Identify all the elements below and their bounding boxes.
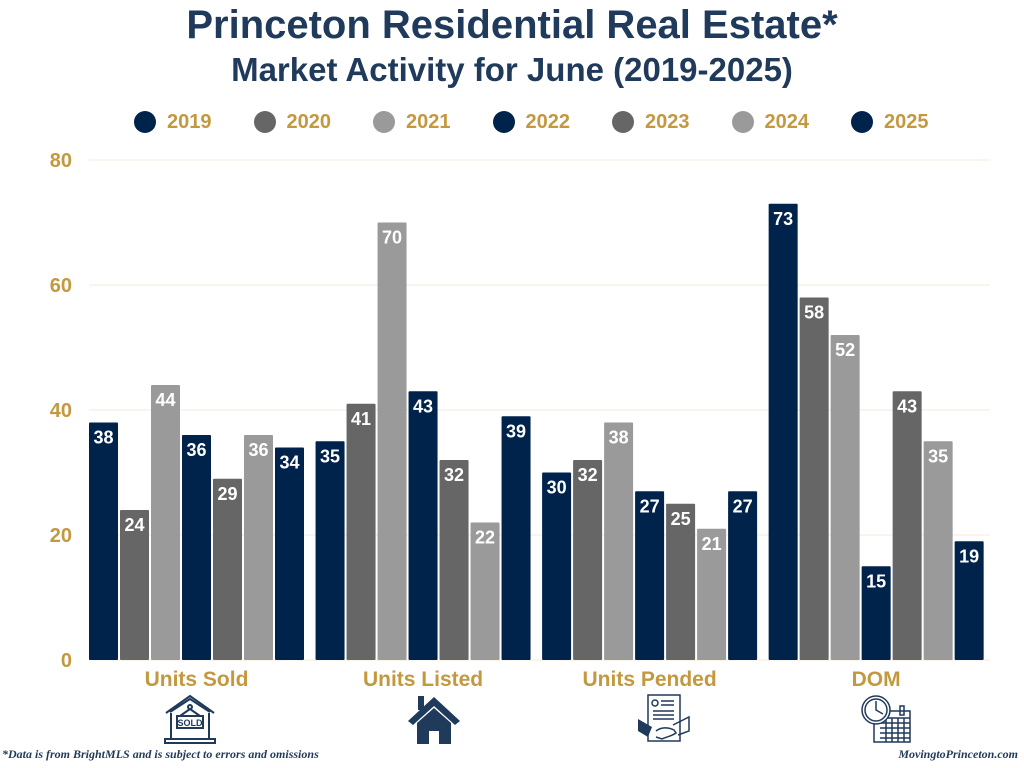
data-label: 73 xyxy=(773,209,793,229)
bar-2023-units-sold xyxy=(213,478,242,660)
bar-2025-units-listed xyxy=(501,416,531,660)
data-label: 43 xyxy=(897,396,917,416)
legend-swatch xyxy=(373,111,395,133)
bar-2020-units-listed xyxy=(346,403,376,660)
legend-swatch xyxy=(851,111,873,133)
data-label: 21 xyxy=(702,534,722,554)
data-label: 39 xyxy=(506,421,526,441)
bar-2023-units-pended xyxy=(666,503,696,660)
y-tick-label: 60 xyxy=(50,275,72,297)
legend: 2019 2020 2021 2022 2023 2024 2025 xyxy=(0,108,1024,136)
y-tick-label: 0 xyxy=(61,650,72,672)
legend-item-2023: 2023 xyxy=(612,108,690,136)
data-label: 32 xyxy=(444,465,464,485)
y-tick-label: 40 xyxy=(50,400,72,422)
bar-2022-units-pended xyxy=(635,491,665,660)
data-label: 25 xyxy=(671,509,691,529)
legend-item-2025: 2025 xyxy=(851,108,929,136)
legend-label: 2022 xyxy=(525,110,571,133)
data-label: 27 xyxy=(640,496,660,516)
data-label: 38 xyxy=(609,428,629,448)
chart-title: Princeton Residential Real Estate* xyxy=(186,3,838,47)
legend-swatch xyxy=(731,111,754,133)
bar-2019-units-listed xyxy=(315,441,345,660)
bar-2019-units-pended xyxy=(542,472,572,660)
bar-2023-units-listed xyxy=(439,460,469,660)
bar-2019-units-sold xyxy=(89,422,118,660)
svg-text:SOLD: SOLD xyxy=(177,718,203,728)
data-label: 15 xyxy=(866,571,886,591)
bar-2021-dom xyxy=(830,335,860,660)
category-label: Units Pended xyxy=(583,668,717,691)
legend-item-2022: 2022 xyxy=(492,108,571,136)
legend-label: 2021 xyxy=(406,110,451,133)
data-label: 41 xyxy=(351,409,371,429)
data-label: 70 xyxy=(382,228,402,248)
data-label: 22 xyxy=(475,528,495,548)
data-label: 52 xyxy=(835,340,855,360)
bar-2020-units-pended xyxy=(573,460,603,660)
bar-2021-units-pended xyxy=(604,422,634,660)
legend-label: 2019 xyxy=(167,110,212,133)
data-label: 36 xyxy=(248,440,268,460)
bar-2023-dom xyxy=(892,391,922,660)
legend-label: 2020 xyxy=(286,110,332,133)
data-label: 27 xyxy=(733,496,753,516)
bar-2025-units-pended xyxy=(728,491,758,660)
website-credit: MovingtoPrinceton.com xyxy=(898,747,1018,761)
category-label: Units Listed xyxy=(363,668,483,691)
legend-item-2020: 2020 xyxy=(253,108,332,136)
bar-2025-dom xyxy=(954,541,984,660)
data-label: 30 xyxy=(547,478,567,498)
bar-2024-units-sold xyxy=(244,435,273,660)
data-label: 44 xyxy=(155,390,175,410)
bar-2020-units-sold xyxy=(120,510,149,660)
legend-label: 2024 xyxy=(764,110,810,133)
legend-swatch xyxy=(612,111,634,133)
data-disclaimer: *Data is from BrightMLS and is subject t… xyxy=(2,747,319,761)
data-label: 38 xyxy=(93,428,113,448)
bar-2024-units-listed xyxy=(470,522,500,660)
data-label: 29 xyxy=(217,484,237,504)
chart-subtitle: Market Activity for June (2019-2025) xyxy=(231,51,793,88)
bar-2024-units-pended xyxy=(697,528,727,660)
bar-2025-units-sold xyxy=(275,447,304,660)
bar-2022-units-listed xyxy=(408,391,438,660)
data-label: 35 xyxy=(320,446,340,466)
y-tick-label: 80 xyxy=(50,150,72,172)
category-label: Units Sold xyxy=(145,668,249,691)
bar-2022-dom xyxy=(861,566,891,660)
legend-swatch xyxy=(492,111,515,133)
bar-2022-units-sold xyxy=(182,435,211,660)
legend-swatch xyxy=(253,111,276,133)
bar-2020-dom xyxy=(799,297,829,660)
y-tick-label: 20 xyxy=(50,525,72,547)
legend-item-2019: 2019 xyxy=(134,108,212,136)
bar-2019-dom xyxy=(768,203,798,660)
legend-label: 2025 xyxy=(884,110,929,133)
data-label: 58 xyxy=(804,303,824,323)
legend-swatch xyxy=(134,111,156,133)
data-label: 34 xyxy=(279,453,299,473)
data-label: 24 xyxy=(124,515,144,535)
data-label: 36 xyxy=(186,440,206,460)
clock-calendar-icon xyxy=(861,695,911,743)
category-label: DOM xyxy=(852,668,901,691)
sold-house-icon: SOLD xyxy=(164,694,216,744)
legend-label: 2023 xyxy=(645,110,690,133)
bar-2021-units-sold xyxy=(151,385,180,660)
legend-item-2021: 2021 xyxy=(373,108,451,136)
data-label: 35 xyxy=(928,446,948,466)
data-label: 43 xyxy=(413,396,433,416)
house-icon xyxy=(408,696,460,744)
legend-item-2024: 2024 xyxy=(731,108,810,136)
bar-2021-units-listed xyxy=(377,222,407,660)
data-label: 19 xyxy=(959,546,979,566)
handshake-contract-icon xyxy=(638,694,690,742)
data-label: 32 xyxy=(578,465,598,485)
bar-2024-dom xyxy=(923,441,953,660)
